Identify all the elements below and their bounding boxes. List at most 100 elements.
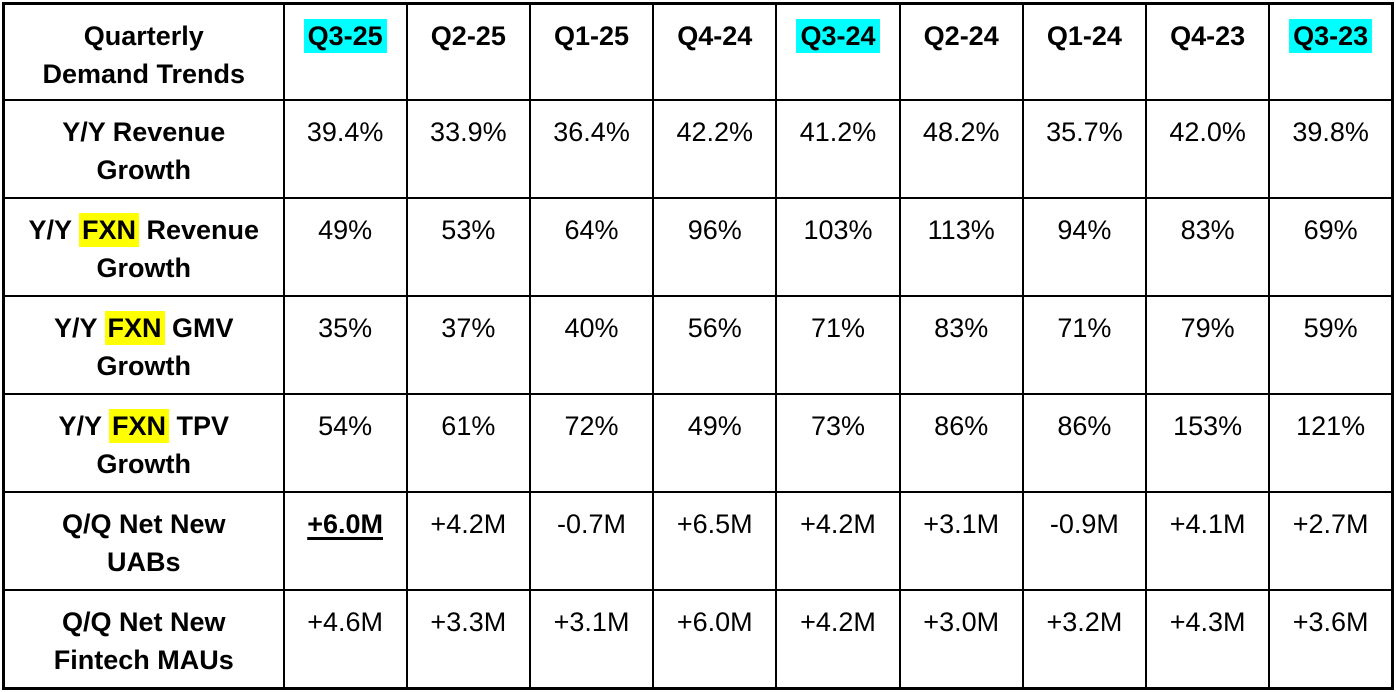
data-cell-value: 35% <box>318 312 373 343</box>
column-header-label: Q4-24 <box>677 21 753 51</box>
data-cell-value: +4.2M <box>430 508 507 539</box>
data-cell-value: 86% <box>934 410 989 441</box>
table-row: Y/Y FXN Revenue Growth 49% 53% 64% 96% 103% 11… <box>2 196 1394 297</box>
data-cell: 40% <box>528 294 655 395</box>
data-cell-value: 103% <box>803 214 873 245</box>
data-cell-value: 71% <box>810 312 865 343</box>
table-header-row: Quarterly Demand Trends Q3-25 Q2-25 Q1-25 Q4… <box>2 2 1394 101</box>
data-cell-value: 53% <box>441 214 496 245</box>
column-header-label: Q1-25 <box>554 21 630 51</box>
data-cell-value: 83% <box>934 312 989 343</box>
data-cell-value: +4.3M <box>1169 606 1246 637</box>
data-cell: 42.2% <box>652 98 778 199</box>
data-cell: 86% <box>1021 392 1148 493</box>
data-cell: 71% <box>775 294 901 395</box>
data-cell: +3.1M <box>528 588 655 690</box>
data-cell-value: 153% <box>1173 410 1243 441</box>
data-cell: +4.3M <box>1145 588 1271 690</box>
table-row: Y/Y Revenue Growth 39.4% 33.9% 36.4% 42.2% 41… <box>2 98 1394 199</box>
table-row: Q/Q Net New Fintech MAUs +4.6M +3.3M +3.1M +… <box>2 588 1394 690</box>
data-cell-value: 49% <box>687 410 742 441</box>
cyan-highlight: Q3-24 <box>796 19 880 53</box>
row-label: Y/Y FXN Revenue Growth <box>2 196 285 297</box>
data-cell: +2.7M <box>1268 490 1394 591</box>
data-cell-value: 72% <box>564 410 619 441</box>
table-row: Y/Y FXN TPV Growth 54% 61% 72% 49% 73% 86% 86% 1… <box>2 392 1394 493</box>
data-cell-value: 35.7% <box>1046 116 1123 147</box>
data-cell-value: 48.2% <box>922 116 1000 147</box>
data-cell: 86% <box>898 392 1024 493</box>
column-header-q3-24: Q3-24 <box>775 2 901 101</box>
data-cell-value: +3.2M <box>1046 606 1123 637</box>
data-cell: 42.0% <box>1145 98 1271 199</box>
data-cell: 59% <box>1268 294 1394 395</box>
data-cell-value: 83% <box>1180 214 1235 245</box>
column-header-q2-24: Q2-24 <box>898 2 1024 101</box>
data-cell: 83% <box>898 294 1024 395</box>
row-label: Y/Y FXN TPV Growth <box>2 392 285 493</box>
data-cell: +6.5M <box>652 490 778 591</box>
row-label-text: Y/Y <box>28 214 79 245</box>
data-cell-value: -0.9M <box>1049 508 1119 539</box>
data-cell-value: 113% <box>927 214 995 245</box>
data-cell-value: 42.2% <box>676 116 754 147</box>
data-cell: +3.2M <box>1021 588 1148 690</box>
data-cell-value: 73% <box>810 410 865 441</box>
column-header-label: Q1-24 <box>1046 21 1122 51</box>
data-cell: 36.4% <box>528 98 655 199</box>
data-cell: 33.9% <box>405 98 531 199</box>
data-cell: +4.2M <box>775 490 901 591</box>
row-label: Y/Y Revenue Growth <box>2 98 285 199</box>
data-cell: 69% <box>1268 196 1394 297</box>
data-cell: 56% <box>652 294 778 395</box>
data-cell-value: 39.8% <box>1292 116 1369 147</box>
data-cell: 49% <box>282 196 408 297</box>
data-cell: 96% <box>652 196 778 297</box>
data-cell-value: -0.7M <box>557 508 627 539</box>
data-cell: +3.6M <box>1268 588 1394 690</box>
data-cell-value: 41.2% <box>799 116 877 147</box>
data-cell-value: 33.9% <box>430 116 507 147</box>
data-cell: +3.0M <box>898 588 1024 690</box>
data-cell-value: +4.2M <box>800 606 876 637</box>
fxn-highlight: FXN <box>78 212 139 247</box>
row-label-text: Q/Q Net New Fintech MAUs <box>53 606 234 676</box>
data-cell-value: 59% <box>1303 312 1358 343</box>
data-cell-value: 69% <box>1303 214 1358 245</box>
column-header-q3-23: Q3-23 <box>1268 2 1394 101</box>
data-cell: 61% <box>405 392 531 493</box>
fxn-highlight: FXN <box>104 310 165 345</box>
row-label: Q/Q Net New Fintech MAUs <box>2 588 285 690</box>
column-header-label: Q4-23 <box>1170 21 1246 51</box>
row-label-text: Y/Y <box>53 312 105 343</box>
data-cell-value: 37% <box>441 312 496 343</box>
data-cell: 35% <box>282 294 408 395</box>
data-cell: 48.2% <box>898 98 1024 199</box>
data-cell: 121% <box>1268 392 1394 493</box>
data-cell-value: +4.2M <box>800 508 876 539</box>
column-header-q3-25: Q3-25 <box>282 2 408 101</box>
data-cell: +6.0M <box>652 588 778 690</box>
data-cell: 54% <box>282 392 408 493</box>
data-cell: 103% <box>775 196 901 297</box>
data-cell-value: +6.0M <box>307 508 383 539</box>
data-cell: +3.3M <box>405 588 531 690</box>
data-cell: +4.1M <box>1145 490 1271 591</box>
data-cell: 37% <box>405 294 531 395</box>
data-cell-value: +3.6M <box>1292 606 1369 637</box>
row-label-text: GMV Growth <box>96 312 234 381</box>
data-cell: +3.1M <box>898 490 1024 591</box>
data-cell-value: 40% <box>564 312 619 343</box>
data-cell-value: +6.0M <box>676 606 753 637</box>
data-cell: 35.7% <box>1021 98 1148 199</box>
row-label-text: Revenue Growth <box>96 214 260 283</box>
column-header-q4-24: Q4-24 <box>652 2 778 101</box>
column-header-q1-24: Q1-24 <box>1021 2 1148 101</box>
cyan-highlight: Q3-25 <box>303 19 387 53</box>
data-cell: +4.2M <box>775 588 901 690</box>
data-cell-emphasized: +6.0M <box>282 490 408 591</box>
table-body: Y/Y Revenue Growth 39.4% 33.9% 36.4% 42.2% 41… <box>2 98 1394 690</box>
data-cell-value: 49% <box>318 214 373 245</box>
